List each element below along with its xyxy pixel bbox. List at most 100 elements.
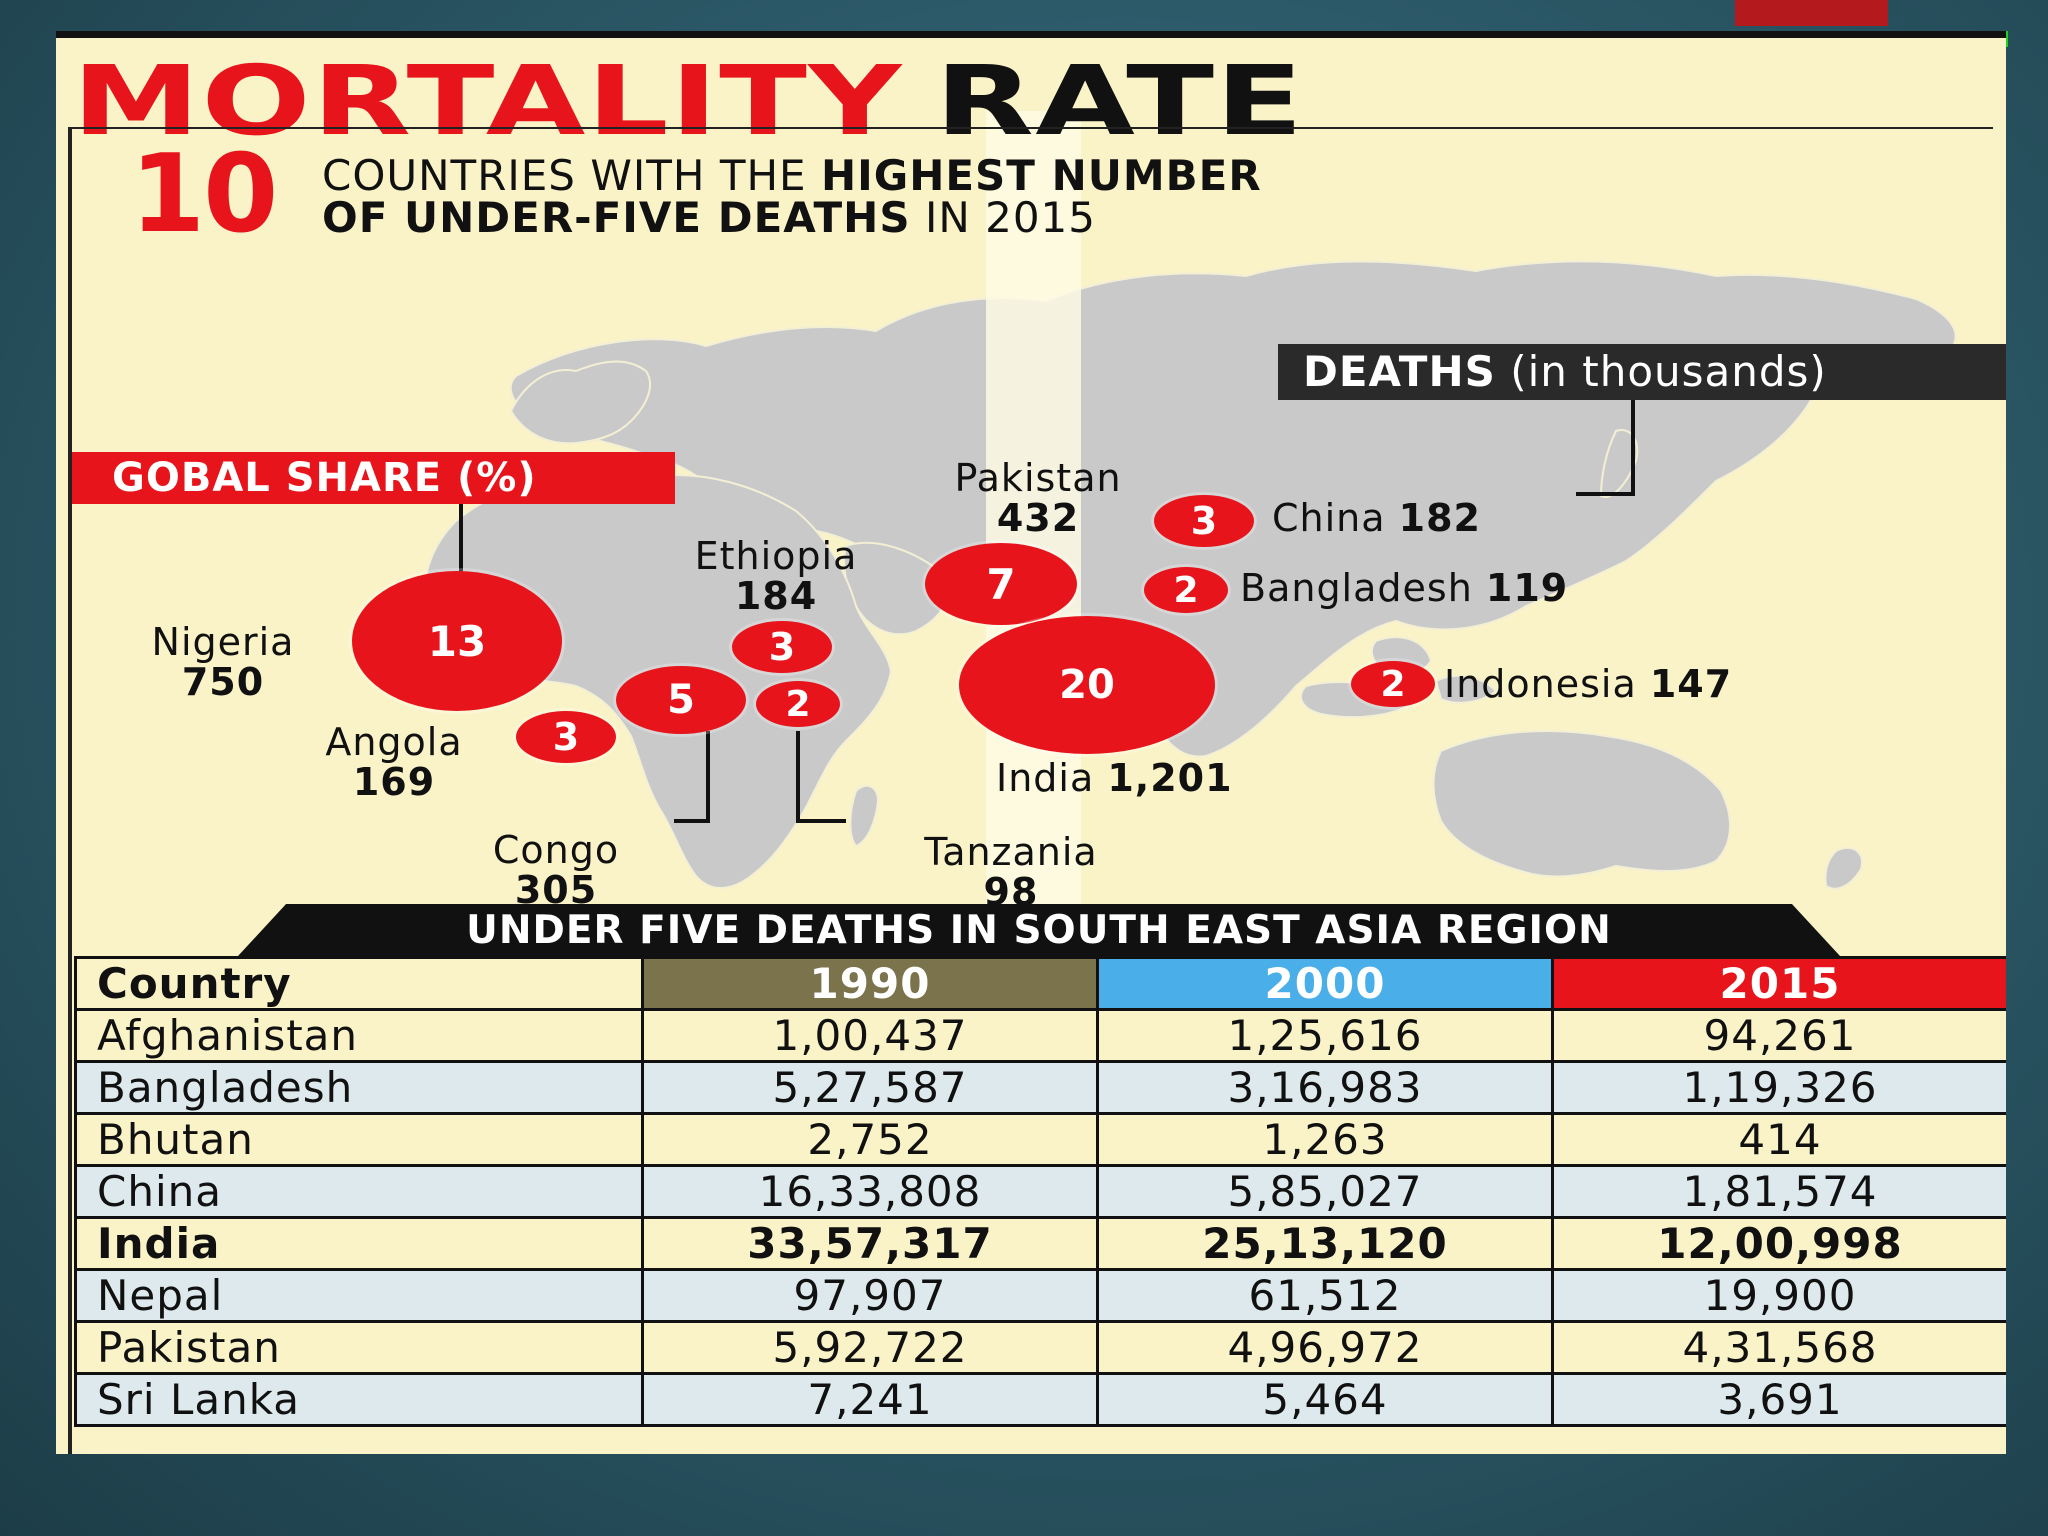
global-share-legend-label: GOBAL SHARE (%) [72, 452, 675, 504]
deaths-label-bold: DEATHS [1303, 347, 1496, 396]
cell-1990: 7,241 [641, 1372, 1099, 1427]
table-header-row: Country 1990 2000 2015 [74, 956, 2006, 1011]
cell-2000: 25,13,120 [1096, 1216, 1554, 1271]
cell-country: Nepal [74, 1268, 644, 1323]
deaths-legend-label: DEATHS (in thousands) [1278, 344, 2006, 400]
cell-1990: 5,27,587 [641, 1060, 1099, 1115]
label-bangladesh-value: 119 [1485, 566, 1569, 610]
cell-2015: 4,31,568 [1551, 1320, 2006, 1375]
frame-top-line [68, 127, 1993, 129]
cell-2015: 19,900 [1551, 1268, 2006, 1323]
cell-1990: 2,752 [641, 1112, 1099, 1167]
bubble-nigeria: 13 [352, 571, 562, 711]
cell-2000: 61,512 [1096, 1268, 1554, 1323]
label-angola-value: 169 [352, 759, 436, 804]
cell-2015: 414 [1551, 1112, 2006, 1167]
header-1990: 1990 [641, 956, 1099, 1011]
title-red-word: MORTALITY [72, 44, 903, 157]
slide-accent-bar [1735, 0, 1888, 26]
subtitle-line1-regular: COUNTRIES WITH THE [322, 151, 821, 200]
label-ethiopia-name: Ethiopia [694, 534, 858, 578]
label-china-value: 182 [1398, 496, 1481, 540]
subtitle-number: 10 [130, 132, 278, 257]
bubble-bangladesh: 2 [1144, 567, 1228, 613]
label-indonesia-value: 147 [1649, 662, 1733, 706]
label-pakistan-value: 432 [996, 495, 1080, 540]
cell-country: China [74, 1164, 644, 1219]
bubble-china: 3 [1154, 495, 1254, 547]
subtitle-line-1: COUNTRIES WITH THE HIGHEST NUMBER [322, 155, 1262, 197]
label-nigeria-name: Nigeria [151, 620, 295, 664]
cell-country: Bangladesh [74, 1060, 644, 1115]
label-china: China 182 [1272, 496, 1481, 540]
bubble-congo: 5 [616, 666, 746, 734]
map-europe [509, 360, 651, 445]
label-congo-name: Congo [492, 828, 620, 872]
infographic-panel: MORTALITY RATE 10 COUNTRIES WITH THE HIGH… [56, 31, 2006, 1454]
header-country: Country [74, 956, 644, 1011]
cell-2000: 5,85,027 [1096, 1164, 1554, 1219]
cell-2015: 3,691 [1551, 1372, 2006, 1427]
page-title: MORTALITY RATE [72, 43, 1305, 158]
table-row: China 16,33,808 5,85,027 1,81,574 [74, 1164, 2006, 1219]
label-india-value: 1,201 [1107, 756, 1233, 800]
frame-left-line [68, 127, 72, 1454]
deaths-table: Country 1990 2000 2015 Afghanistan 1,00,4… [74, 956, 2006, 1427]
label-angola-name: Angola [325, 720, 463, 764]
subtitle-line2-regular: IN 2015 [910, 193, 1096, 242]
map-madagascar [849, 784, 880, 848]
label-tanzania: Tanzania 98 [896, 830, 1126, 913]
cell-2000: 5,464 [1096, 1372, 1554, 1427]
connector-deaths [1576, 400, 1635, 496]
label-tanzania-name: Tanzania [924, 830, 1098, 874]
header-2015: 2015 [1551, 956, 2006, 1011]
subtitle-line-2: OF UNDER-FIVE DEATHS IN 2015 [322, 197, 1096, 239]
cell-country: Sri Lanka [74, 1372, 644, 1427]
label-pakistan: Pakistan 432 [918, 456, 1158, 540]
label-bangladesh: Bangladesh 119 [1240, 566, 1569, 610]
map-islands [1434, 674, 1498, 704]
label-india: India 1,201 [996, 756, 1233, 800]
cell-country: India [74, 1216, 644, 1271]
top-rule [56, 31, 2006, 38]
cell-country: Bhutan [74, 1112, 644, 1167]
bubble-pakistan: 7 [925, 543, 1077, 625]
cell-1990: 5,92,722 [641, 1320, 1099, 1375]
label-ethiopia: Ethiopia 184 [656, 534, 896, 617]
label-congo-value: 305 [514, 867, 598, 912]
label-china-name: China [1272, 496, 1386, 540]
bubble-angola: 3 [516, 711, 616, 763]
cell-2015: 94,261 [1551, 1008, 2006, 1063]
cell-1990: 16,33,808 [641, 1164, 1099, 1219]
deaths-label-regular: (in thousands) [1495, 347, 1827, 396]
cell-1990: 33,57,317 [641, 1216, 1099, 1271]
table-row: India 33,57,317 25,13,120 12,00,998 [74, 1216, 2006, 1271]
table-row: Bangladesh 5,27,587 3,16,983 1,19,326 [74, 1060, 2006, 1115]
table-row: Afghanistan 1,00,437 1,25,616 94,261 [74, 1008, 2006, 1063]
connector-tanzania [796, 731, 846, 823]
bubble-indonesia: 2 [1351, 661, 1435, 707]
cell-1990: 97,907 [641, 1268, 1099, 1323]
cell-2015: 1,19,326 [1551, 1060, 2006, 1115]
table-row: Sri Lanka 7,241 5,464 3,691 [74, 1372, 2006, 1427]
bubble-india: 20 [959, 616, 1215, 754]
connector-congo [674, 731, 710, 823]
table-body: Afghanistan 1,00,437 1,25,616 94,261 Banglad… [74, 1008, 2006, 1427]
cell-2000: 4,96,972 [1096, 1320, 1554, 1375]
cell-2000: 1,25,616 [1096, 1008, 1554, 1063]
label-angola: Angola 169 [284, 720, 504, 804]
bubble-ethiopia: 3 [732, 621, 832, 673]
label-nigeria: Nigeria 750 [118, 620, 328, 704]
title-black-word: RATE [934, 44, 1305, 157]
label-nigeria-value: 750 [181, 659, 265, 704]
label-pakistan-name: Pakistan [954, 456, 1122, 500]
label-india-name: India [996, 756, 1095, 800]
label-congo: Congo 305 [456, 828, 656, 912]
map-new-zealand [1824, 846, 1863, 890]
label-indonesia: Indonesia 147 [1444, 662, 1733, 706]
table-row: Bhutan 2,752 1,263 414 [74, 1112, 2006, 1167]
header-2000: 2000 [1096, 956, 1554, 1011]
bubble-tanzania: 2 [756, 681, 840, 727]
table-row: Pakistan 5,92,722 4,96,972 4,31,568 [74, 1320, 2006, 1375]
label-bangladesh-name: Bangladesh [1240, 566, 1473, 610]
